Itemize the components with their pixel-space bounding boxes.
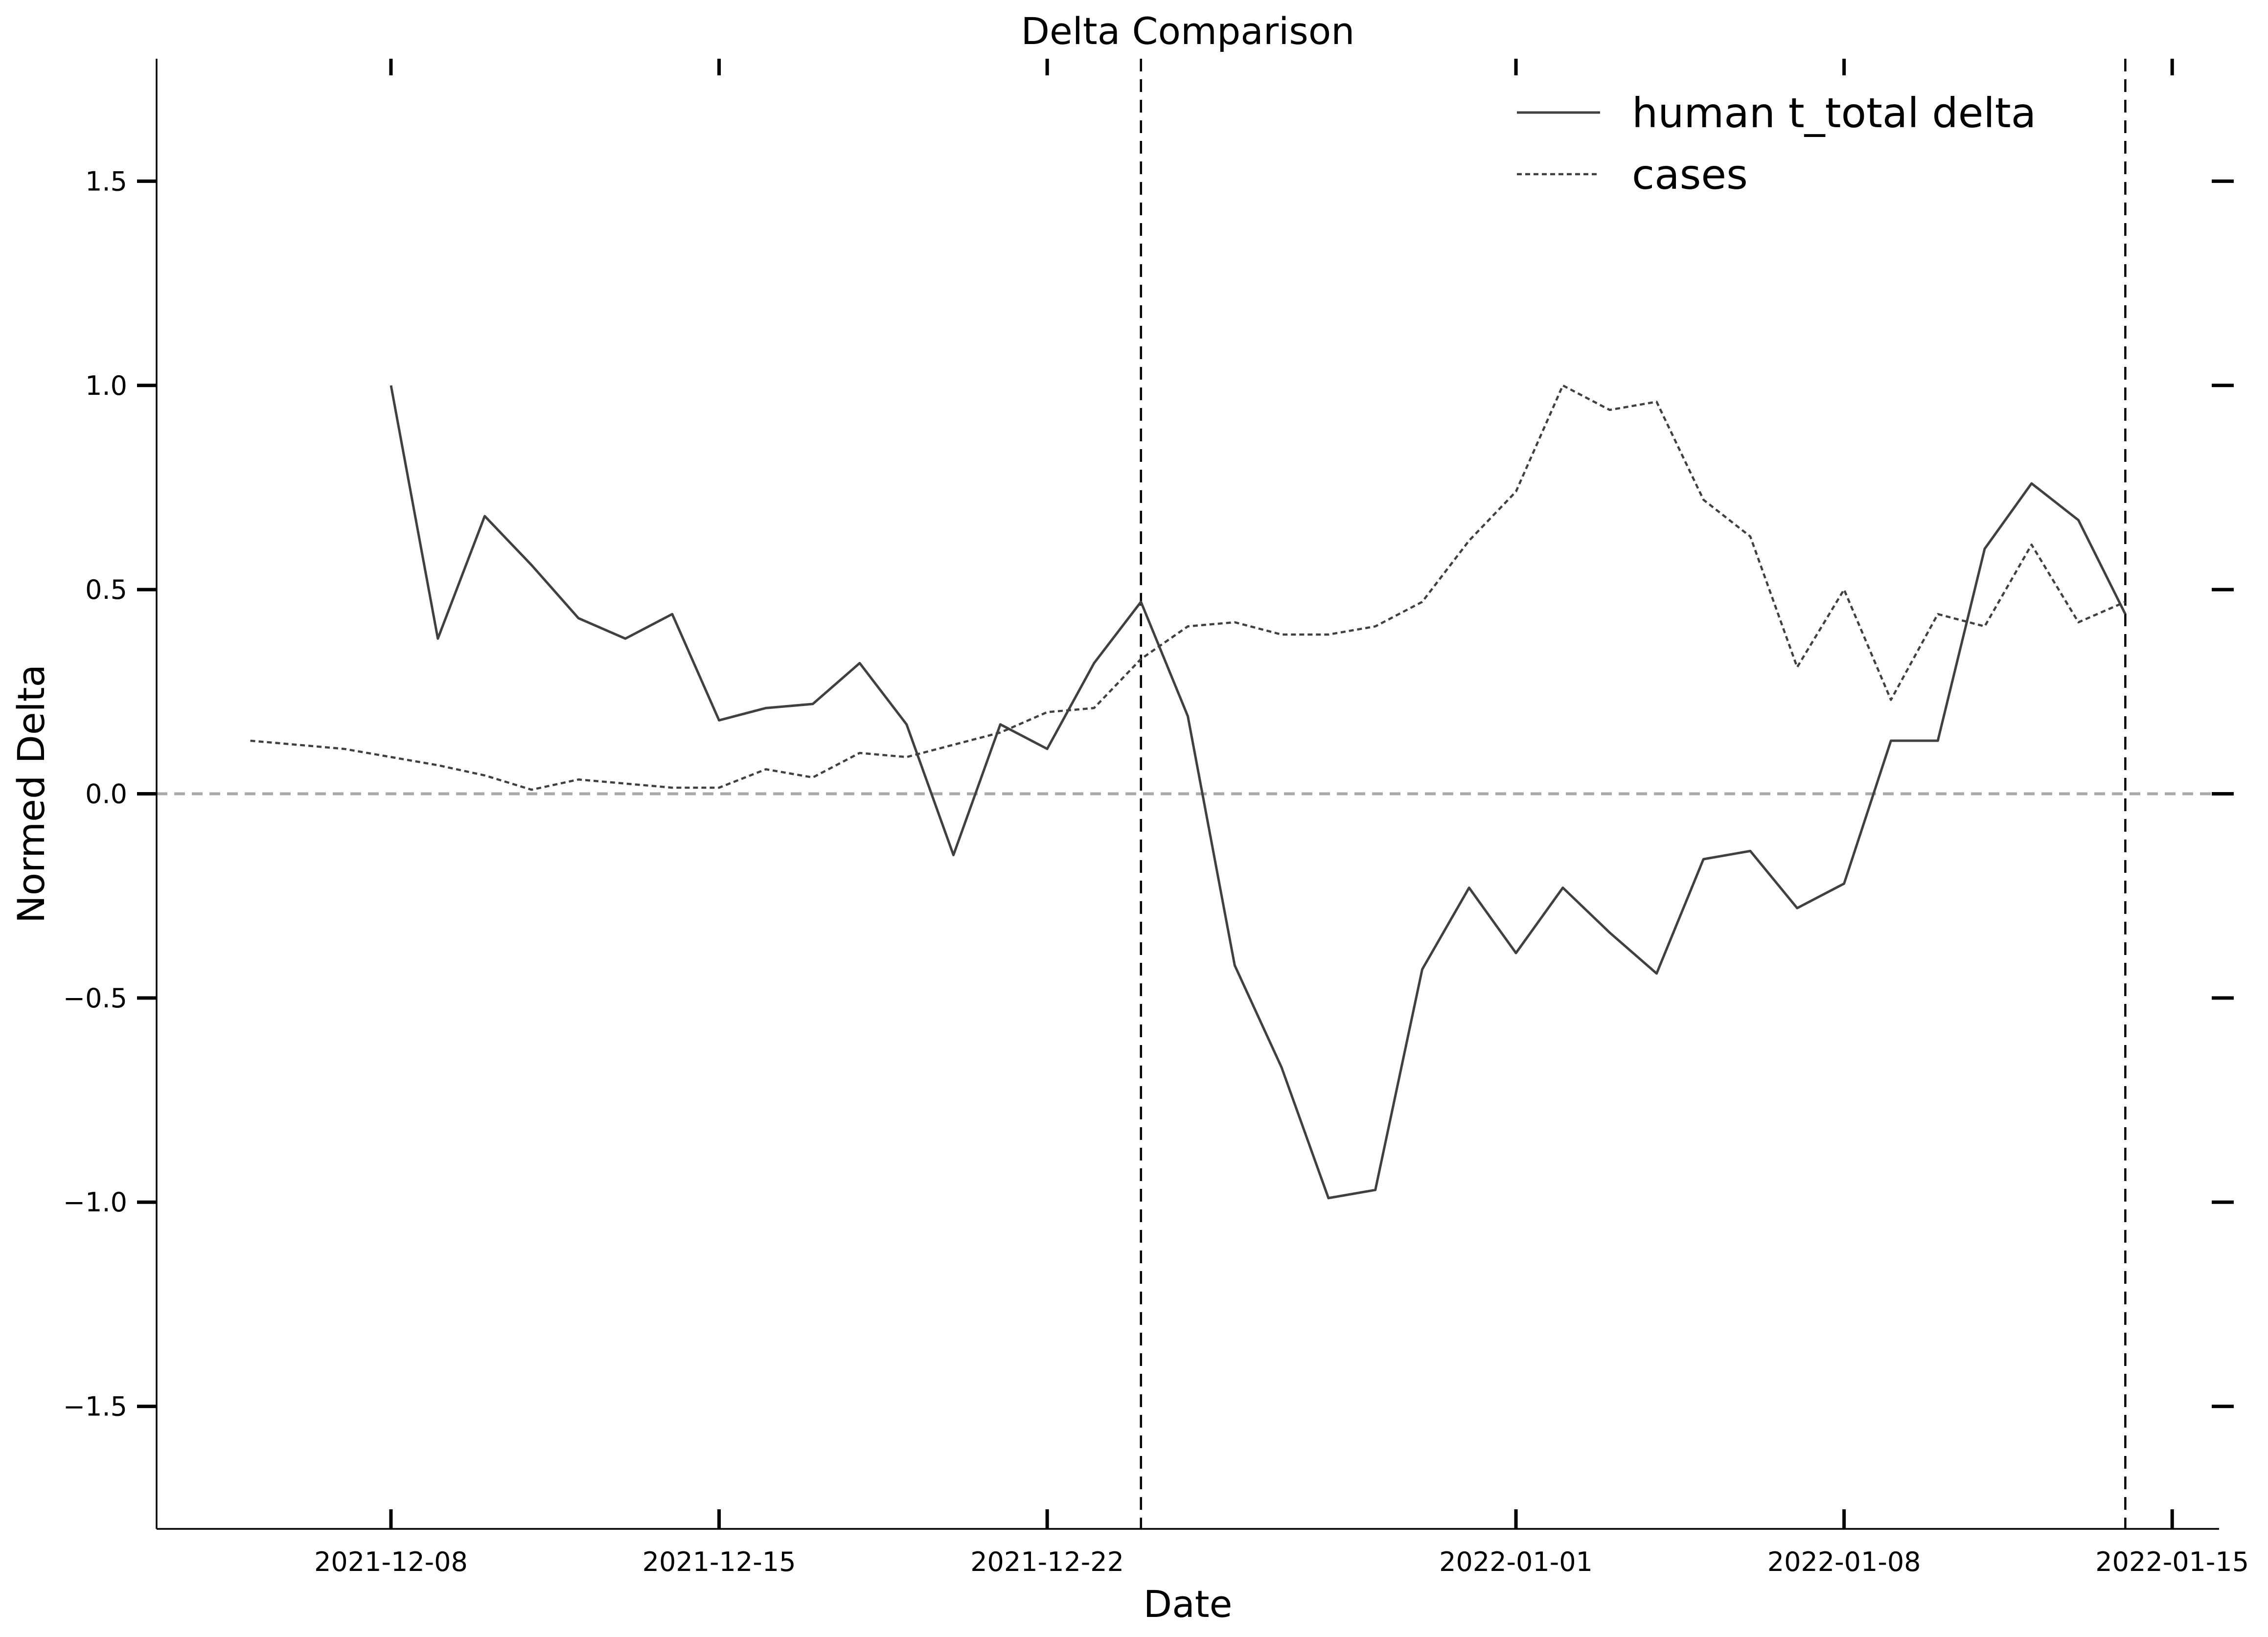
legend: human t_total delta cases [1517,89,2036,199]
legend-label: cases [1632,151,1748,199]
y-tick-label: −1.0 [63,1187,127,1218]
series-line-cases [250,384,2126,791]
plot-area: 2021-12-08 2021-12-15 2021-12-22 2022-01-01… [63,59,2249,1577]
y-tick-label: 1.0 [85,370,127,401]
y-tick-label: −0.5 [63,983,127,1014]
y-tick-label: 1.5 [85,166,127,197]
x-tick-label: 2022-01-15 [2095,1546,2249,1577]
y-tick-label: 0.0 [85,779,127,810]
series-line-human-t-total-delta [389,385,2127,1200]
x-tick-label: 2022-01-01 [1439,1546,1593,1577]
x-tick-label: 2021-12-08 [314,1546,468,1577]
y-axis-label: Normed Delta [9,664,53,923]
x-axis-label: Date [1144,1582,1233,1626]
legend-label: human t_total delta [1632,89,2036,137]
x-tick-label: 2022-01-08 [1767,1546,1921,1577]
y-tick-label: 0.5 [85,574,127,605]
y-tick-label: −1.5 [63,1391,127,1422]
x-tick-label: 2021-12-15 [642,1546,796,1577]
x-tick-label: 2021-12-22 [970,1546,1124,1577]
chart-title: Delta Comparison [1021,9,1355,53]
